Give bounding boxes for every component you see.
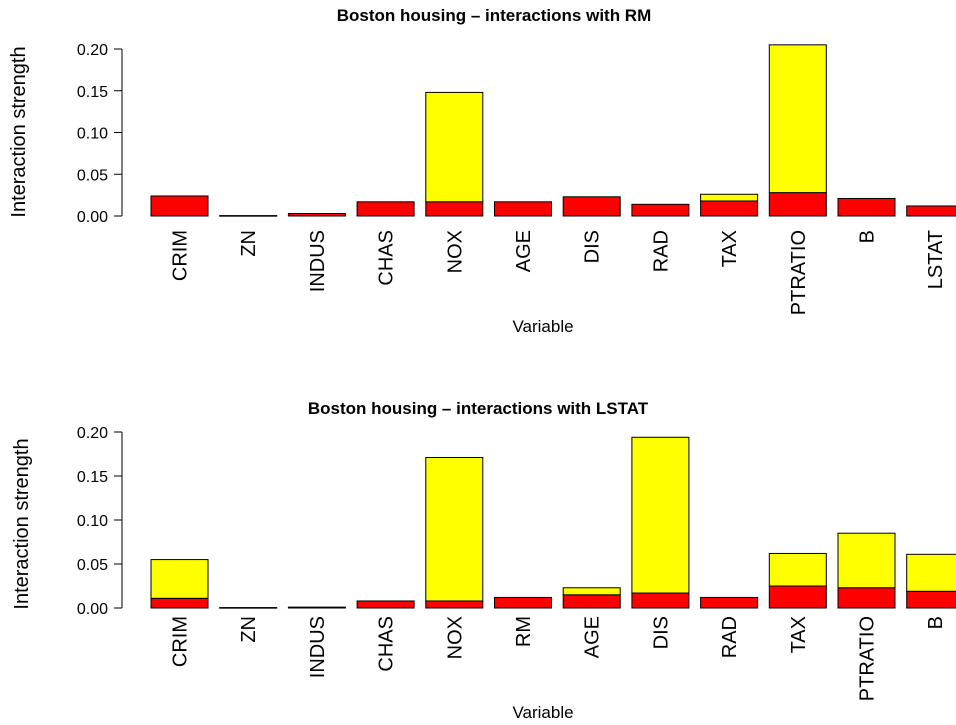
y-ticks: 0.00 0.05 0.10 0.15 0.20 bbox=[77, 42, 122, 226]
category-label-crim: CRIM bbox=[170, 230, 192, 281]
category-label-indus: INDUS bbox=[307, 616, 329, 678]
category-label-crim: CRIM bbox=[170, 616, 192, 667]
category-label-lstat: LSTAT bbox=[925, 230, 947, 289]
chart-panel-lstat: Boston housing – interactions with LSTAT… bbox=[0, 362, 956, 725]
category-label-ptratio: PTRATIO bbox=[857, 616, 879, 701]
category-label-tax: TAX bbox=[788, 616, 810, 653]
bars bbox=[150, 436, 956, 609]
category-label-indus: INDUS bbox=[307, 230, 329, 292]
category-label-dis: DIS bbox=[582, 230, 604, 263]
bar-zn-segment-1 bbox=[219, 215, 278, 217]
bar-age-segment-1 bbox=[562, 594, 621, 609]
category-label-nox: NOX bbox=[444, 230, 466, 273]
bar-nox-segment-1 bbox=[425, 600, 484, 609]
y-axis-label: Interaction strength bbox=[8, 46, 30, 217]
bar-chas-segment-1 bbox=[356, 600, 415, 609]
y-tick-label: 0.00 bbox=[77, 601, 108, 618]
category-label-ptratio: PTRATIO bbox=[788, 230, 810, 315]
bar-nox-segment-2 bbox=[425, 457, 484, 602]
category-label-nox: NOX bbox=[444, 616, 466, 659]
bar-rad-segment-1 bbox=[700, 596, 759, 609]
chart-title: Boston housing – interactions with RM bbox=[337, 6, 652, 25]
y-ticks: 0.00 0.05 0.10 0.15 0.20 bbox=[77, 425, 122, 618]
y-tick-label: 0.20 bbox=[77, 42, 108, 59]
bar-tax-segment-2 bbox=[700, 193, 759, 202]
y-tick-label: 0.10 bbox=[77, 126, 108, 143]
category-label-chas: CHAS bbox=[376, 616, 398, 672]
category-label-dis: DIS bbox=[650, 616, 672, 649]
category-label-tax: TAX bbox=[719, 230, 741, 267]
bar-rm-segment-1 bbox=[494, 596, 552, 609]
bar-dis-segment-1 bbox=[631, 592, 690, 609]
chart-title: Boston housing – interactions with LSTAT bbox=[308, 399, 649, 418]
bar-tax-segment-1 bbox=[700, 200, 759, 217]
bar-age-segment-2 bbox=[562, 587, 621, 596]
category-labels: CRIM ZN INDUS CHAS NOX AGE DIS RAD TAX PTRATIO B LS… bbox=[170, 230, 948, 315]
bar-ptratio-segment-2 bbox=[837, 532, 896, 589]
bar-nox-segment-1 bbox=[425, 201, 484, 217]
bar-rad-segment-1 bbox=[631, 203, 690, 217]
category-labels: CRIM ZN INDUS CHAS NOX RM AGE DIS RAD TAX PTRATIO B bbox=[170, 616, 948, 701]
x-axis-label: Variable bbox=[512, 317, 573, 336]
bar-b-segment-1 bbox=[837, 197, 896, 217]
category-label-rad: RAD bbox=[719, 616, 741, 658]
bar-b-segment-1 bbox=[906, 590, 956, 609]
bar-tax-segment-1 bbox=[768, 585, 827, 609]
bar-crim-segment-1 bbox=[150, 597, 209, 609]
y-tick-label: 0.10 bbox=[77, 513, 108, 530]
category-label-age: AGE bbox=[513, 230, 535, 272]
bar-crim-segment-2 bbox=[150, 559, 209, 599]
bar-nox-segment-2 bbox=[425, 91, 484, 203]
category-label-rm: RM bbox=[513, 616, 535, 647]
y-tick-label: 0.20 bbox=[77, 425, 108, 442]
chart-panel-rm: Boston housing – interactions with RM In… bbox=[0, 0, 956, 362]
y-axis-label: Interaction strength bbox=[11, 438, 33, 609]
y-tick-label: 0.05 bbox=[77, 557, 108, 574]
bar-ptratio-segment-1 bbox=[768, 192, 827, 217]
category-label-chas: CHAS bbox=[376, 230, 398, 286]
bar-tax-segment-2 bbox=[768, 552, 827, 587]
bar-b-segment-2 bbox=[906, 553, 956, 592]
y-tick-label: 0.00 bbox=[77, 209, 108, 226]
category-label-b: B bbox=[857, 230, 879, 243]
bar-dis-segment-1 bbox=[562, 196, 621, 217]
bar-ptratio-segment-2 bbox=[768, 44, 827, 194]
x-axis-label: Variable bbox=[512, 703, 573, 722]
category-label-age: AGE bbox=[582, 616, 604, 658]
y-tick-label: 0.05 bbox=[77, 167, 108, 184]
bar-lstat-segment-1 bbox=[906, 205, 956, 217]
category-label-zn: ZN bbox=[238, 230, 260, 257]
chart-lstat: Boston housing – interactions with LSTAT… bbox=[11, 399, 956, 722]
category-label-b: B bbox=[925, 616, 947, 629]
y-tick-label: 0.15 bbox=[77, 84, 108, 101]
bar-indus-segment-1 bbox=[287, 606, 346, 609]
category-label-rad: RAD bbox=[650, 230, 672, 272]
bars bbox=[150, 44, 956, 217]
category-label-zn: ZN bbox=[238, 616, 260, 643]
bar-ptratio-segment-1 bbox=[837, 587, 896, 609]
bar-zn-segment-1 bbox=[219, 607, 278, 609]
bar-crim-segment-1 bbox=[150, 195, 209, 217]
bar-age-segment-1 bbox=[494, 201, 552, 217]
chart-rm: Boston housing – interactions with RM In… bbox=[8, 6, 956, 336]
bar-dis-segment-2 bbox=[631, 436, 690, 594]
y-tick-label: 0.15 bbox=[77, 469, 108, 486]
bar-chas-segment-1 bbox=[356, 201, 415, 217]
bar-indus-segment-1 bbox=[287, 212, 346, 217]
